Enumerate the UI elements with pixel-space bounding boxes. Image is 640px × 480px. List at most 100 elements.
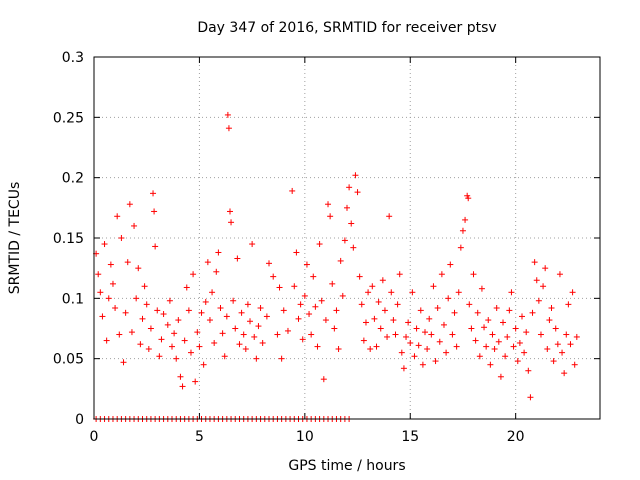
data-point — [217, 304, 224, 311]
data-point — [514, 358, 521, 365]
data-point — [455, 289, 462, 296]
data-point — [223, 313, 230, 320]
data-point — [377, 325, 384, 332]
data-point — [356, 273, 363, 280]
data-point — [202, 298, 209, 305]
data-point — [495, 338, 502, 345]
data-point — [242, 346, 249, 353]
data-point — [415, 342, 422, 349]
data-point — [457, 244, 464, 251]
data-point — [183, 284, 190, 291]
data-point — [249, 241, 256, 248]
data-point — [173, 355, 180, 362]
data-point — [531, 259, 538, 266]
data-point — [546, 317, 553, 324]
data-point — [565, 301, 572, 308]
data-point — [417, 307, 424, 314]
data-point — [552, 325, 559, 332]
data-point — [116, 331, 123, 338]
y-tick-label: 0.05 — [53, 352, 84, 368]
data-point — [459, 227, 466, 234]
data-point — [451, 309, 458, 316]
x-tick-labels: 0 5 10 15 20 — [90, 429, 525, 445]
data-point — [209, 289, 216, 296]
data-point — [152, 243, 159, 250]
data-point — [422, 329, 429, 336]
data-point — [253, 355, 260, 362]
data-point — [164, 321, 171, 328]
data-point — [424, 346, 431, 353]
data-point — [158, 336, 165, 343]
data-point — [225, 125, 232, 132]
data-point — [559, 349, 566, 356]
y-axis-label: SRMTID / TECUs — [7, 182, 23, 295]
data-point — [362, 319, 369, 326]
data-point — [224, 111, 231, 118]
data-point — [194, 329, 201, 336]
data-point — [265, 260, 272, 267]
data-point — [308, 331, 315, 338]
data-point — [438, 271, 445, 278]
data-point — [375, 298, 382, 305]
data-point — [561, 370, 568, 377]
data-point — [107, 261, 114, 268]
data-point — [344, 204, 350, 211]
data-point — [251, 333, 258, 340]
data-point — [118, 235, 125, 241]
data-point — [200, 361, 207, 368]
data-point — [238, 309, 245, 316]
data-point — [247, 318, 254, 325]
data-point — [569, 289, 576, 296]
data-point — [154, 307, 161, 314]
data-point — [379, 277, 386, 284]
data-point — [506, 307, 513, 314]
data-point — [295, 315, 302, 322]
data-point — [512, 325, 519, 332]
data-point — [171, 330, 178, 337]
data-point — [500, 319, 507, 326]
x-tick-label: 15 — [401, 429, 419, 445]
data-point — [337, 257, 344, 264]
data-point — [443, 349, 450, 356]
data-point — [400, 365, 407, 372]
data-point — [419, 361, 426, 368]
data-point — [322, 317, 329, 324]
data-point — [196, 343, 203, 350]
data-point — [126, 201, 133, 208]
data-point — [331, 325, 338, 332]
data-point — [453, 343, 460, 350]
data-point — [392, 331, 399, 338]
data-point — [219, 330, 226, 337]
data-point — [181, 337, 188, 344]
y-tick-label: 0.3 — [62, 50, 84, 66]
data-point — [571, 361, 578, 368]
data-points — [93, 111, 580, 422]
data-point — [535, 297, 542, 304]
data-point — [270, 273, 277, 280]
data-point — [213, 268, 220, 275]
data-point — [327, 213, 334, 220]
data-point — [426, 315, 433, 322]
data-point — [293, 249, 300, 256]
data-point — [244, 301, 251, 308]
data-point — [367, 346, 374, 353]
data-point — [481, 324, 488, 331]
data-point — [228, 219, 235, 226]
data-point — [550, 358, 557, 365]
data-point — [388, 289, 395, 296]
data-point — [542, 265, 549, 272]
data-point — [478, 285, 485, 292]
data-point — [95, 271, 102, 278]
axis-ticks — [93, 56, 600, 420]
data-point — [468, 325, 475, 332]
data-point — [411, 353, 418, 360]
data-point — [398, 349, 405, 356]
data-point — [325, 201, 332, 208]
data-point — [516, 339, 523, 346]
y-tick-label: 0.1 — [62, 291, 84, 307]
data-point — [384, 333, 391, 340]
data-point — [166, 297, 173, 304]
data-point — [150, 190, 157, 197]
data-point — [103, 337, 110, 344]
